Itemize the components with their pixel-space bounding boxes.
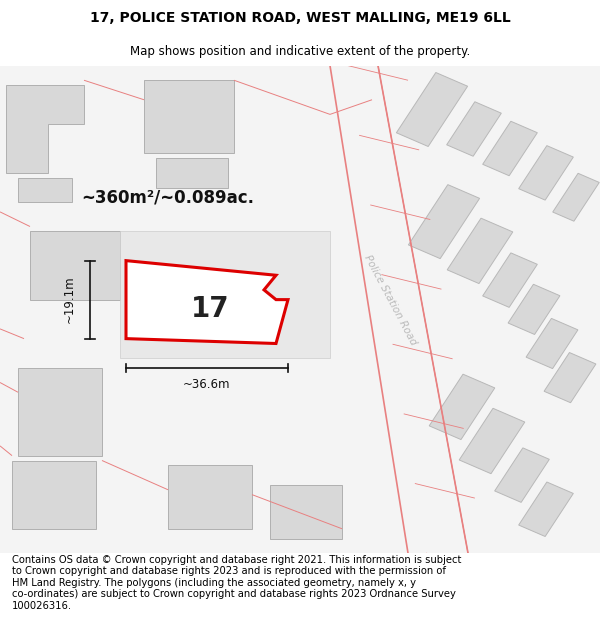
Polygon shape xyxy=(126,261,288,344)
Polygon shape xyxy=(12,461,96,529)
Text: 17, POLICE STATION ROAD, WEST MALLING, ME19 6LL: 17, POLICE STATION ROAD, WEST MALLING, M… xyxy=(89,11,511,26)
Text: Police Station Road: Police Station Road xyxy=(362,253,418,346)
Polygon shape xyxy=(494,448,550,503)
Text: Map shows position and indicative extent of the property.: Map shows position and indicative extent… xyxy=(130,45,470,58)
Text: Contains OS data © Crown copyright and database right 2021. This information is : Contains OS data © Crown copyright and d… xyxy=(12,554,461,611)
Polygon shape xyxy=(459,408,525,474)
Polygon shape xyxy=(446,102,502,156)
Polygon shape xyxy=(518,146,574,200)
Polygon shape xyxy=(18,368,102,456)
Polygon shape xyxy=(544,352,596,402)
Polygon shape xyxy=(397,72,467,146)
Text: 17: 17 xyxy=(191,296,229,323)
Polygon shape xyxy=(447,218,513,284)
Polygon shape xyxy=(553,173,599,221)
Polygon shape xyxy=(270,485,342,539)
Polygon shape xyxy=(508,284,560,334)
Polygon shape xyxy=(168,466,252,529)
Polygon shape xyxy=(156,158,228,188)
Text: ~19.1m: ~19.1m xyxy=(62,276,76,324)
Polygon shape xyxy=(30,231,120,299)
Polygon shape xyxy=(409,184,479,259)
Polygon shape xyxy=(6,85,84,173)
Polygon shape xyxy=(144,80,234,153)
Polygon shape xyxy=(429,374,495,439)
Polygon shape xyxy=(482,253,538,308)
Text: ~36.6m: ~36.6m xyxy=(183,378,231,391)
Polygon shape xyxy=(526,318,578,369)
Polygon shape xyxy=(482,121,538,176)
Polygon shape xyxy=(18,177,72,202)
Polygon shape xyxy=(518,482,574,536)
Polygon shape xyxy=(120,231,330,358)
Text: ~360m²/~0.089ac.: ~360m²/~0.089ac. xyxy=(82,188,254,206)
